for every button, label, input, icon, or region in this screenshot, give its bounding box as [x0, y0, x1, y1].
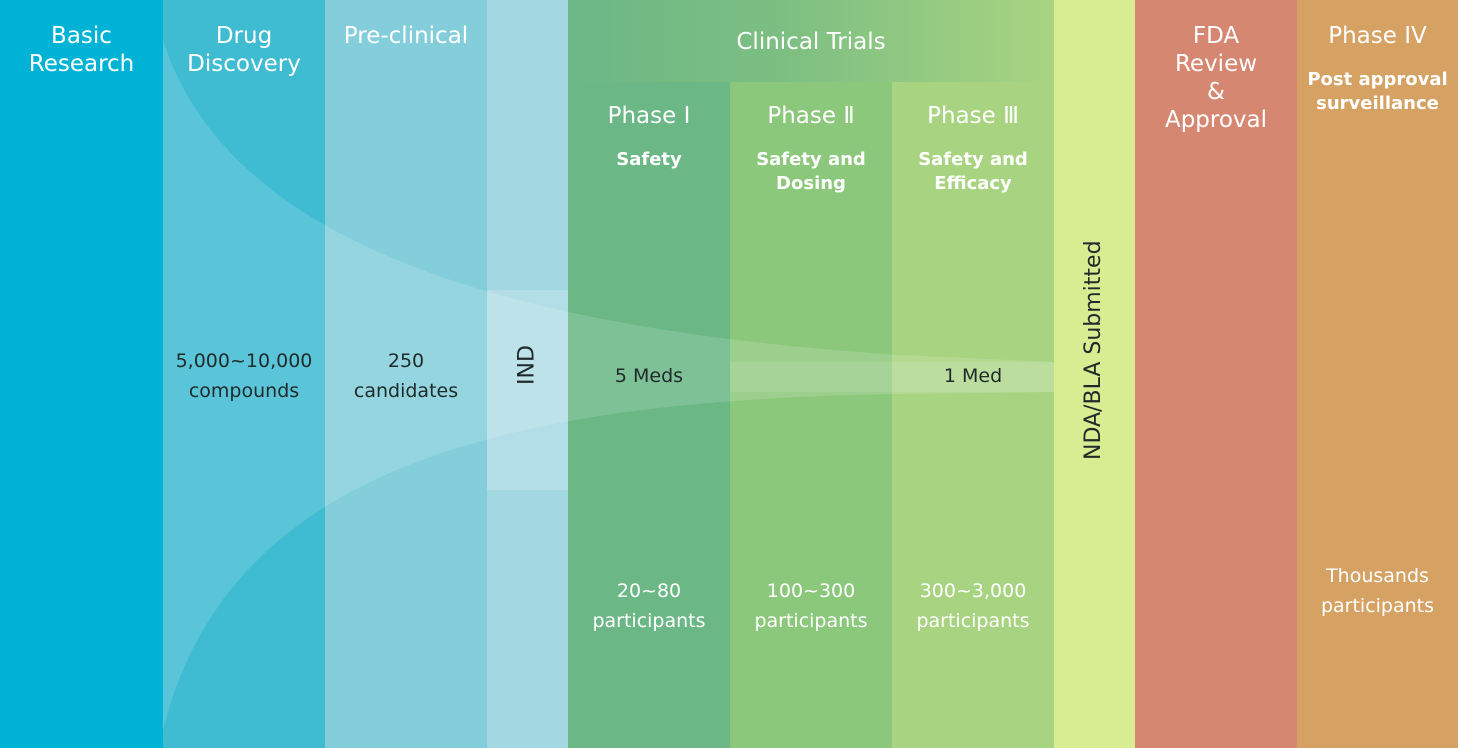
stage-nda-bla: NDA/BLA Submitted: [1081, 240, 1106, 460]
one-med-count: 1 Med: [943, 365, 1003, 387]
funnel-clinical-highlight: [730, 362, 1054, 392]
stage-basic-research: Basic Research: [28, 23, 135, 77]
five-meds-count: 5 Meds: [614, 365, 684, 387]
phase-iv-participants: Thousands participants: [1320, 565, 1435, 617]
pre-clinical-column: [325, 0, 487, 748]
phase-i-participants: 20~80 participants: [592, 580, 706, 632]
stage-ind: IND: [514, 345, 540, 385]
phase-i-column: [568, 0, 730, 748]
phase-iii-column: [892, 0, 1054, 748]
stage-fda-review: FDA Review & Approval: [1164, 23, 1268, 133]
stage-phase-iv: Phase IV: [1328, 23, 1427, 49]
stage-phase-ii: Phase Ⅱ: [767, 103, 855, 129]
stage-phase-i: Phase Ⅰ: [607, 103, 691, 129]
phase-iv-subtitle: Post approval surveillance: [1307, 69, 1448, 114]
stage-drug-discovery: Drug Discovery: [187, 23, 301, 77]
phase-ii-column: [730, 0, 892, 748]
candidates-count: 250 candidates: [353, 350, 459, 402]
nda-bla-column: [1054, 0, 1135, 748]
basic-research-column: [0, 0, 163, 748]
compounds-count: 5,000~10,000 compounds: [175, 350, 313, 402]
stage-clinical-trials: Clinical Trials: [736, 29, 886, 55]
drug-discovery-column: [163, 0, 325, 748]
phase-iii-participants: 300~3,000 participants: [916, 580, 1030, 632]
phase-ii-participants: 100~300 participants: [754, 580, 868, 632]
stage-pre-clinical: Pre-clinical: [343, 23, 469, 49]
phase-iv-column: [1297, 0, 1458, 748]
phase-iii-subtitle: Safety and Efficacy: [918, 149, 1028, 194]
phase-i-subtitle: Safety: [616, 149, 682, 170]
fda-column: [1135, 0, 1297, 748]
stage-phase-iii: Phase Ⅲ: [927, 103, 1019, 129]
funnel-ind-highlight: [487, 290, 568, 490]
phase-ii-subtitle: Safety and Dosing: [756, 149, 866, 194]
clinical-trials-header-band: [568, 0, 1054, 82]
ind-column: [487, 0, 568, 748]
